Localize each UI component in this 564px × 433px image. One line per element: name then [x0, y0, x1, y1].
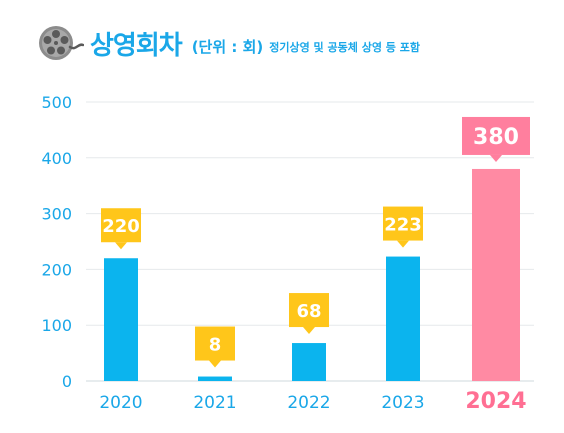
y-tick-label: 100	[41, 316, 72, 335]
bar	[386, 256, 420, 381]
data-label: 68	[296, 301, 321, 322]
data-label-pointer	[303, 327, 315, 335]
x-tick-label: 2020	[99, 393, 142, 413]
data-label: 220	[102, 216, 140, 237]
x-tick-label: 2021	[193, 393, 236, 413]
y-tick-label: 500	[41, 93, 72, 112]
film-reel-icon	[39, 26, 84, 60]
data-label: 380	[473, 125, 519, 150]
data-label-pointer	[209, 360, 221, 368]
chart-title: 상영회차	[90, 30, 183, 61]
chart-note: 정기상영 및 공동체 상영 등 포함	[269, 41, 420, 54]
data-label-pointer	[490, 154, 502, 162]
chart-unit: (단위 : 회)	[191, 37, 264, 56]
y-tick-label: 300	[41, 205, 72, 224]
chart-header: 상영회차 (단위 : 회) 정기상영 및 공동체 상영 등 포함	[34, 18, 420, 68]
bar	[472, 168, 520, 381]
y-tick-label: 400	[41, 149, 72, 168]
y-tick-label: 200	[41, 260, 72, 279]
data-label-box	[383, 206, 423, 241]
bar	[198, 376, 232, 381]
data-label: 8	[209, 335, 222, 356]
data-label-box	[101, 208, 141, 243]
x-tick-label: 2022	[287, 393, 330, 413]
bar	[292, 343, 326, 381]
data-label-box	[195, 326, 235, 361]
data-label-box	[289, 293, 329, 328]
y-tick-label: 0	[62, 372, 72, 391]
bar	[104, 258, 138, 381]
data-label-pointer	[115, 242, 127, 250]
data-label: 223	[384, 215, 422, 236]
data-label-pointer	[397, 240, 409, 248]
data-label-box	[462, 116, 530, 155]
x-tick-label: 2024	[465, 389, 526, 414]
x-tick-label: 2023	[381, 393, 424, 413]
